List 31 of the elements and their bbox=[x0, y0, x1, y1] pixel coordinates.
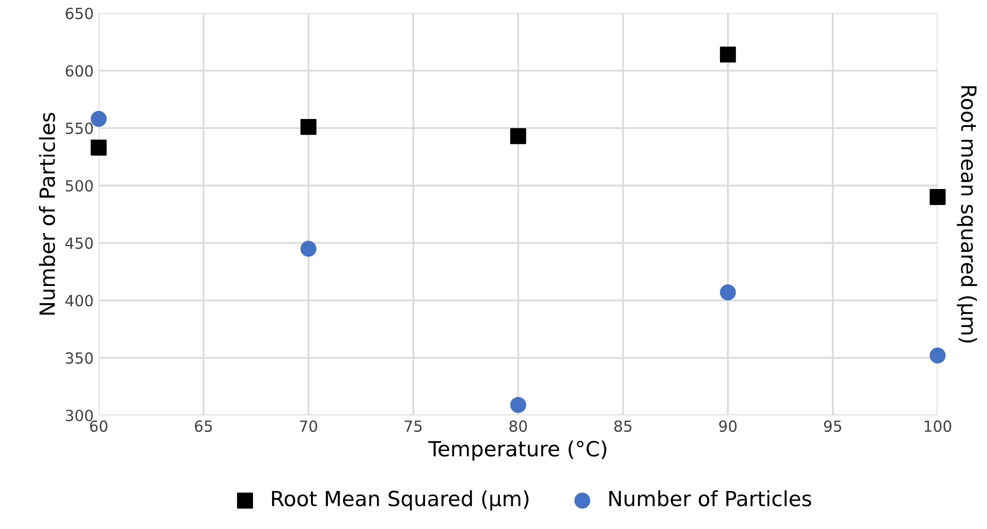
point bbox=[300, 118, 316, 135]
point bbox=[510, 128, 526, 144]
x-tick-label: 70 bbox=[300, 420, 318, 432]
y-tick-label: 350 bbox=[66, 352, 93, 364]
point bbox=[510, 396, 526, 413]
x-tick-label: 95 bbox=[824, 420, 842, 432]
legend-label: Root Mean Squared (µm) bbox=[272, 490, 528, 510]
x-tick-label: 65 bbox=[194, 420, 212, 432]
y-tick-label: 300 bbox=[66, 410, 93, 422]
x-tick-label: 85 bbox=[614, 420, 632, 432]
x-tick-label: 75 bbox=[404, 420, 422, 432]
y-tick-label: 600 bbox=[66, 65, 93, 77]
y-axis-title: Number of Particles bbox=[38, 112, 56, 315]
y-tick-label: 400 bbox=[65, 294, 93, 306]
legend-label: Number of Particles bbox=[609, 490, 812, 506]
point bbox=[720, 46, 736, 63]
point bbox=[90, 140, 107, 156]
x-tick-label: 90 bbox=[719, 420, 737, 432]
point bbox=[300, 240, 316, 257]
point bbox=[720, 284, 736, 300]
y-tick-label: 550 bbox=[66, 122, 93, 134]
x-tick-label: 100 bbox=[924, 420, 952, 432]
point bbox=[930, 348, 946, 364]
y-tick-label: 450 bbox=[65, 237, 93, 249]
y2-axis-title: Root mean squared (µm) bbox=[956, 86, 978, 343]
y-tick-label: 500 bbox=[66, 180, 93, 192]
point bbox=[930, 189, 946, 205]
y-tick-label: 650 bbox=[66, 8, 93, 20]
x-tick-label: 80 bbox=[509, 420, 527, 432]
x-tick-label: 60 bbox=[90, 420, 108, 432]
x-axis-title: Temperature (°C) bbox=[428, 440, 606, 461]
